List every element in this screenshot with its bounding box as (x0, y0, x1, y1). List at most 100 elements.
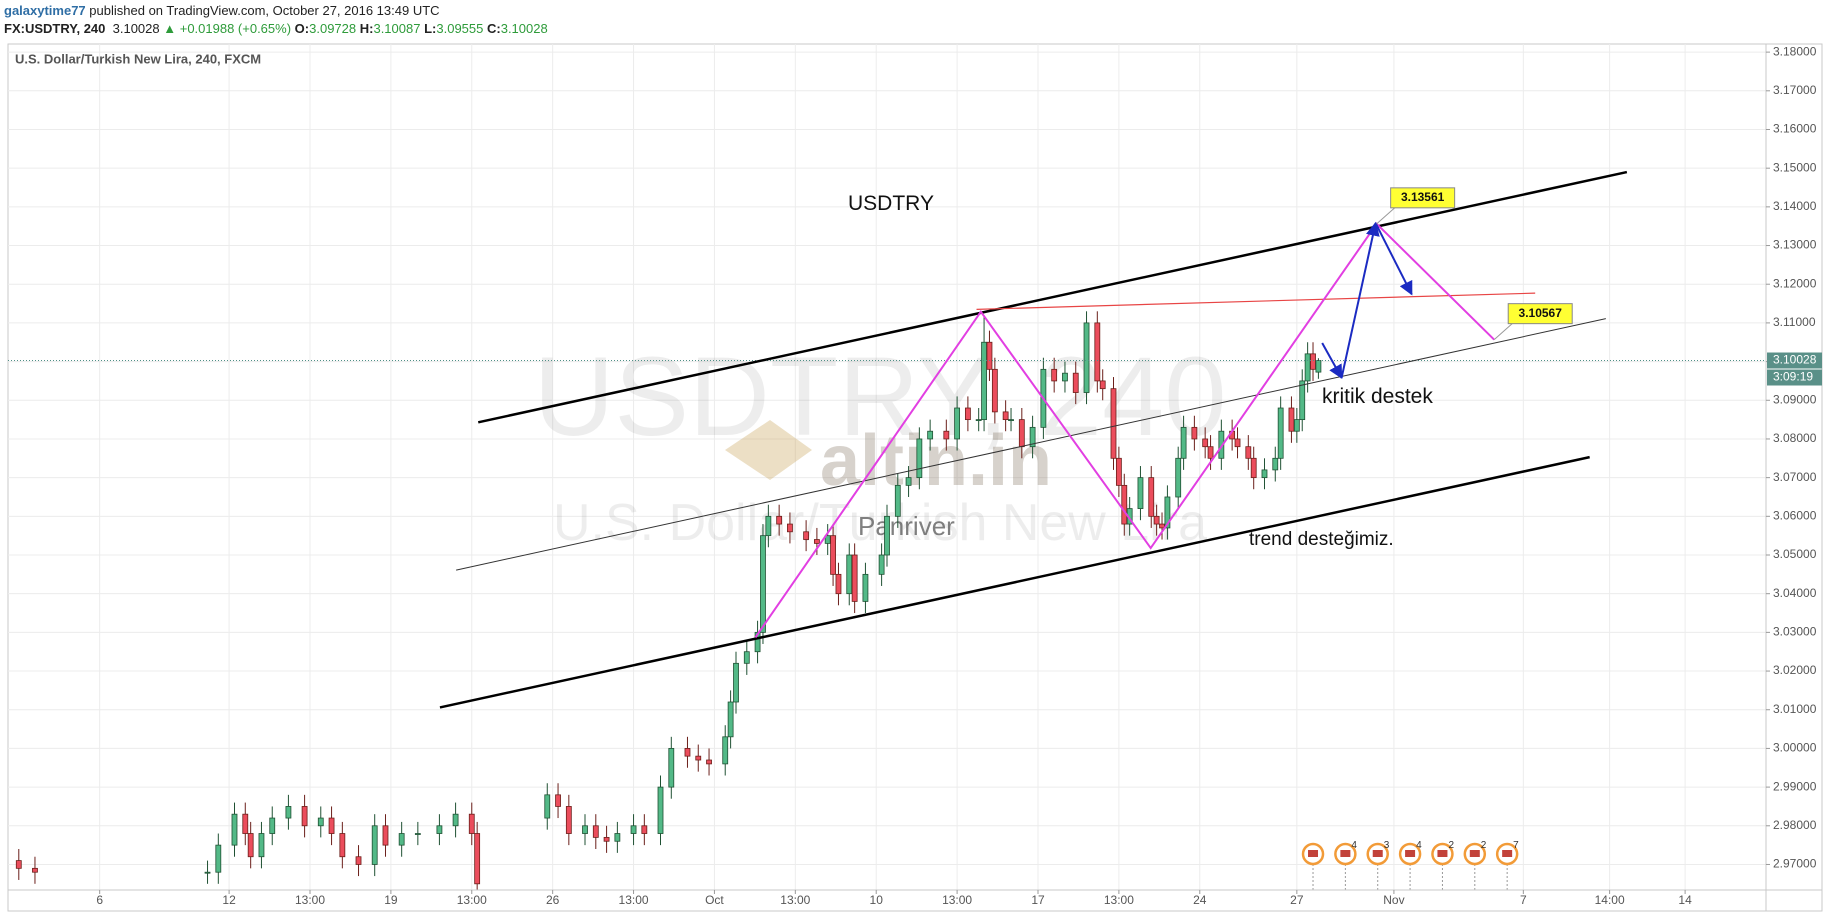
y-tick-label: 3.15000 (1773, 160, 1817, 174)
y-tick-label: 3.06000 (1773, 508, 1817, 522)
x-tick-label: Oct (705, 893, 724, 907)
x-tick-label: 13:00 (457, 893, 487, 907)
watermark-description: U.S. Dollar/Turkish New Lira (553, 494, 1207, 552)
candle-body (1002, 411, 1009, 421)
x-tick-label: 24 (1193, 893, 1207, 907)
y-tick-label: 2.99000 (1773, 779, 1817, 793)
event-count: 2 (1448, 840, 1454, 851)
candle-body (1277, 407, 1284, 459)
candle-body (986, 341, 993, 370)
candle-body (371, 825, 378, 865)
candle-body (668, 748, 675, 788)
candle-body (355, 856, 362, 865)
candle-body (894, 484, 901, 517)
countdown: 3:09:19 (1773, 370, 1813, 384)
candle-body (204, 871, 211, 874)
y-tick-label: 3.03000 (1773, 625, 1817, 639)
candle-body (1148, 477, 1155, 517)
candle-body (776, 515, 783, 525)
candle-body (916, 438, 923, 479)
event-count: 4 (1416, 840, 1422, 851)
annotation: USDTRY (848, 192, 934, 215)
candle-body (1250, 457, 1257, 479)
candle-body (1110, 388, 1117, 459)
candle-body (727, 701, 734, 738)
ohlc-value: 3.10028 (500, 21, 548, 36)
arrow (1374, 222, 1413, 296)
candle-body (927, 430, 934, 440)
candle-body (15, 860, 22, 869)
candle-body (242, 813, 249, 834)
x-tick-label: 7 (1520, 893, 1527, 907)
candle-body (269, 817, 276, 834)
x-tick-label: 14:00 (1595, 893, 1625, 907)
drawing-line (456, 318, 1606, 571)
candle-body (760, 535, 766, 633)
y-tick-label: 3.17000 (1773, 83, 1817, 97)
candle-body (835, 573, 842, 595)
x-tick-label: 6 (96, 893, 103, 907)
candle-body (975, 419, 982, 422)
ohlc-label: L: (424, 21, 437, 36)
x-tick-label: 13:00 (619, 893, 649, 907)
candle-body (301, 806, 308, 827)
logo-author: Panriver (858, 511, 955, 541)
x-tick-label: 13:00 (295, 893, 325, 907)
x-tick-label: 12 (222, 893, 236, 907)
countdown-tag (1767, 369, 1822, 386)
candle-body (231, 813, 238, 846)
y-tick-label: 3.07000 (1773, 470, 1817, 484)
candle-body (398, 833, 405, 846)
candle-body (743, 651, 750, 664)
candle-body (706, 759, 712, 765)
event-count: 2 (1481, 840, 1487, 851)
candle-body (1121, 484, 1128, 525)
candle-body (754, 631, 761, 653)
candle-body (787, 523, 793, 533)
event-flag (1405, 850, 1416, 857)
candle-body (1008, 419, 1014, 422)
author[interactable]: galaxytime77 (4, 3, 86, 18)
candle-body (851, 554, 858, 602)
candle-body (1029, 426, 1036, 448)
y-tick-label: 3.12000 (1773, 276, 1817, 290)
candle-body (474, 833, 481, 885)
y-tick-label: 3.11000 (1773, 315, 1816, 329)
candle-body (317, 817, 324, 827)
event-count: 3 (1384, 840, 1390, 851)
candle-body (592, 825, 599, 838)
candle-body (436, 825, 443, 834)
candle-body (1099, 380, 1106, 390)
header-line: FX:USDTRY, 240 3.10028 ▲ +0.01988 (+0.65… (4, 20, 548, 38)
x-tick-label: 13:00 (1104, 893, 1134, 907)
candle-body (285, 806, 292, 819)
candle-body (258, 833, 265, 858)
y-tick-label: 2.98000 (1773, 818, 1817, 832)
candle-body (981, 341, 987, 421)
candle-body (1115, 457, 1122, 486)
event-count: 7 (1513, 840, 1519, 851)
event-flag (1308, 850, 1319, 857)
watermark: USDTRY, 240 U.S. Dollar/Turkish New Lira… (533, 334, 1226, 552)
ohlc-value: 3.10087 (373, 21, 421, 36)
candle-body (878, 554, 885, 575)
candle-body (1234, 438, 1241, 448)
candle-body (1153, 515, 1160, 525)
candle-body (846, 554, 853, 595)
candle-body (862, 573, 869, 602)
annotation: kritik destek (1322, 385, 1433, 408)
y-tick-label: 3.13000 (1773, 238, 1817, 252)
ohlc-value: 3.09555 (436, 21, 484, 36)
x-tick-label: 27 (1290, 893, 1304, 907)
candle-body (1293, 419, 1300, 432)
plot: 3.13561 3.10567 4 3 4 2 2 7 (8, 170, 1766, 890)
y-tick-label: 3.09000 (1773, 392, 1817, 406)
annotation: trend desteğimiz. (1249, 529, 1394, 550)
candle-body (722, 736, 729, 765)
candle-body (565, 806, 572, 834)
y-tick-label: 3.01000 (1773, 702, 1817, 716)
candle-body (215, 844, 222, 873)
arrow (1321, 342, 1343, 380)
x-tick-label: 26 (546, 893, 560, 907)
price-label-box (1390, 187, 1456, 209)
